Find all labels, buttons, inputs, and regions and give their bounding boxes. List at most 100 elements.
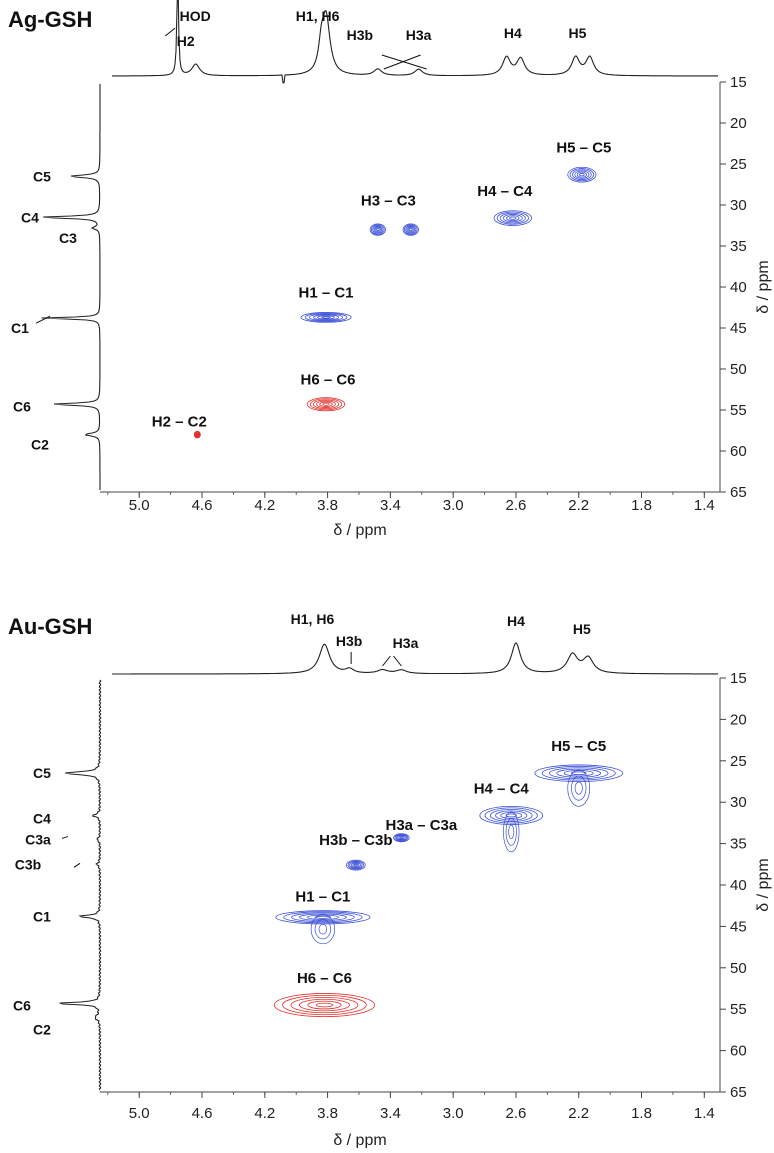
contour-ring	[275, 910, 371, 925]
contour-ring	[346, 859, 366, 871]
carbon-label-c2: C2	[31, 437, 49, 453]
x-tick-label-1-4: 1.4	[694, 1105, 715, 1122]
x-tick-label-1-4: 1.4	[694, 497, 715, 514]
contour-tail	[314, 919, 332, 940]
x-tick-label-4-6: 4.6	[192, 1105, 213, 1122]
x-tick-label-4-6: 4.6	[192, 497, 213, 514]
proton-label-h4: H4	[504, 25, 522, 41]
contour-tail	[571, 775, 587, 801]
carbon-label-c5: C5	[33, 168, 51, 184]
contour-ring	[282, 994, 367, 1016]
proton-label-h3a: H3a	[406, 27, 432, 43]
x-tick-label-5-0: 5.0	[129, 497, 150, 514]
contour-ring	[376, 228, 380, 232]
carbon-label-c1: C1	[33, 908, 51, 924]
cross-peak-h6-c6	[306, 397, 346, 412]
contour-ring	[406, 226, 415, 233]
contour-ring	[506, 215, 520, 222]
carbon-label-c6: C6	[13, 997, 31, 1013]
contour-tail	[574, 781, 583, 795]
proton-label-h5: H5	[573, 621, 591, 637]
contour-ring	[313, 314, 340, 321]
cross-peak-label-h3a-c3a: H3a – C3a	[386, 817, 458, 834]
x-tick-label-2-6: 2.6	[506, 1105, 527, 1122]
cross-peak-label-h4-c4: H4 – C4	[474, 780, 530, 797]
contour-ring	[195, 433, 199, 437]
y-tick-label-60: 60	[730, 443, 747, 460]
contour-ring	[484, 807, 538, 824]
x-tick-label-2-2: 2.2	[568, 497, 589, 514]
contour-ring	[402, 223, 419, 236]
contour-ring	[489, 808, 533, 822]
carbon-label-c4: C4	[33, 811, 51, 827]
contour-tail	[503, 811, 520, 853]
carbon-projection-trace	[59, 679, 102, 1091]
cross-peak-label-h5-c5: H5 – C5	[556, 140, 611, 157]
contour-ring	[308, 313, 344, 322]
contour-ring	[196, 433, 199, 436]
cross-peak-h6-c6	[273, 993, 376, 1018]
contour-ring	[298, 913, 347, 921]
x-tick-label-1-8: 1.8	[631, 1105, 652, 1122]
cross-peak-label-h2-c2: H2 – C2	[152, 414, 207, 431]
contour-ring	[350, 862, 361, 869]
cross-peak-label-h1-c1: H1 – C1	[295, 888, 350, 905]
x-tick-label-3-0: 3.0	[443, 1105, 464, 1122]
h3a-leader-line-b	[393, 655, 402, 667]
y-tick-label-50: 50	[730, 361, 747, 378]
proton-label-h5: H5	[568, 25, 586, 41]
y-tick-label-45: 45	[730, 918, 747, 935]
contour-tail	[508, 824, 515, 839]
y-tick-label-65: 65	[730, 1084, 747, 1101]
y-tick-label-55: 55	[730, 1001, 747, 1018]
cross-peak-h3-c3	[369, 223, 419, 236]
proton-label-hod: HOD	[180, 8, 211, 24]
cross-peak-h5-c5	[567, 166, 597, 183]
panel-title: Ag-GSH	[8, 7, 92, 32]
y-tick-label-15: 15	[730, 670, 747, 687]
contour-ring	[407, 227, 414, 232]
x-tick-label-3-4: 3.4	[380, 1105, 401, 1122]
cross-peak-label-h4-c4: H4 – C4	[477, 183, 533, 200]
contour-ring	[369, 223, 386, 236]
contour-ring	[317, 315, 335, 320]
y-tick-label-20: 20	[730, 115, 747, 132]
contour-ring	[405, 225, 417, 234]
cross-peak-h1-c1	[275, 910, 371, 945]
contour-ring	[291, 912, 355, 923]
contour-ring	[193, 430, 201, 439]
y-tick-label-30: 30	[730, 794, 747, 811]
contour-ring	[574, 170, 590, 179]
cross-peak-label-h3-c3: H3 – C3	[361, 193, 416, 210]
carbon-label-c1: C1	[11, 320, 29, 336]
contour-ring	[505, 813, 517, 818]
proton-label-h4: H4	[507, 613, 525, 629]
contour-ring	[569, 168, 595, 182]
contour-ring	[194, 431, 200, 438]
proton-label-h3b: H3b	[347, 27, 373, 43]
y-axis-label: δ / ppm	[755, 858, 772, 911]
x-tick-label-5-0: 5.0	[129, 1105, 150, 1122]
contour-ring	[316, 400, 336, 408]
panel-title: Au-GSH	[8, 614, 92, 639]
contour-ring	[493, 210, 533, 226]
contour-ring	[309, 398, 343, 411]
contour-ring	[549, 767, 609, 780]
c3b-leader-line	[73, 862, 81, 868]
contour-ring	[347, 860, 365, 870]
carbon-label-c3a: C3a	[25, 831, 51, 847]
proton-label-h1-h6: H1, H6	[291, 611, 335, 627]
contour-ring	[572, 169, 592, 180]
hod-leader-line	[164, 27, 176, 37]
y-tick-label-15: 15	[730, 74, 747, 91]
contour-ring	[371, 224, 385, 235]
contour-ring	[314, 915, 332, 919]
y-axis-label: δ / ppm	[755, 260, 772, 313]
cross-peak-h5-c5	[534, 764, 624, 807]
contour-ring	[315, 1002, 334, 1008]
carbon-label-c2: C2	[33, 1021, 51, 1037]
carbon-label-c4: C4	[21, 209, 39, 225]
contour-ring	[579, 173, 585, 177]
contour-ring	[374, 227, 381, 232]
contour-ring	[556, 768, 602, 778]
